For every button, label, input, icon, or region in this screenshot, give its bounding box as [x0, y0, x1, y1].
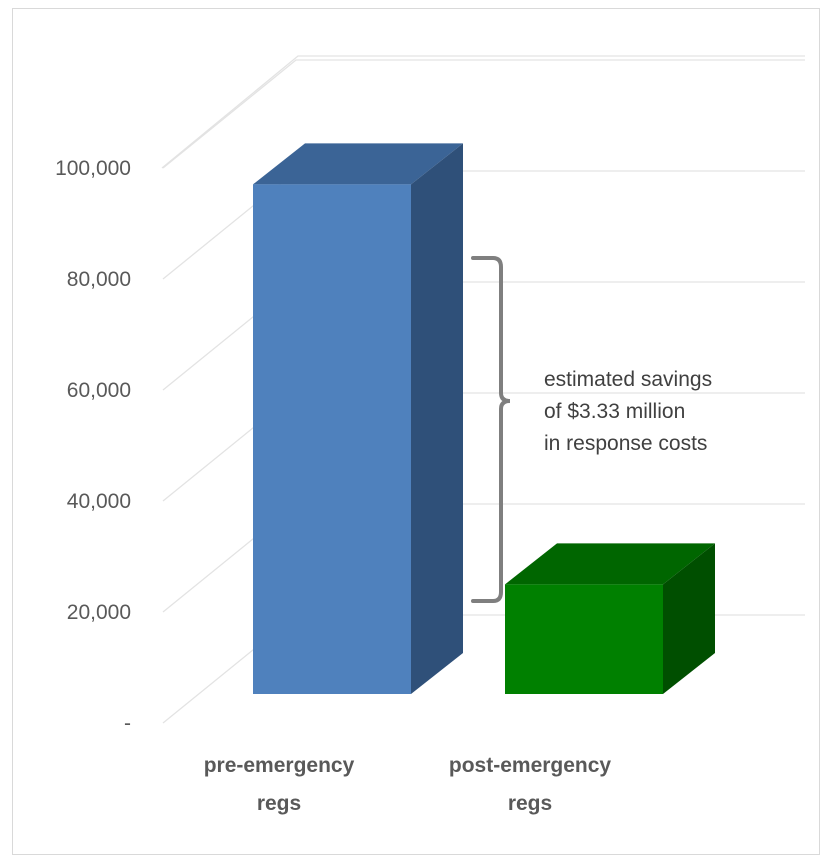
gridline [161, 55, 805, 169]
y-tick-label: 20,000 [67, 601, 131, 624]
bar [253, 184, 411, 695]
x-tick-label: post-emergency regs [449, 754, 612, 815]
bar-top [505, 543, 715, 585]
y-tick-label: 80,000 [67, 268, 131, 291]
x-axis-ticks: pre-emergency regs post-emergency regs [204, 754, 612, 815]
bar-side [411, 143, 463, 695]
bar [505, 584, 663, 694]
bar-side [663, 543, 715, 694]
bar-chart: - 20,000 40,000 60,000 80,000 100,000 pre-eme… [55, 55, 805, 815]
y-tick-label: 40,000 [67, 490, 131, 513]
annotation-line: estimated savings [544, 368, 712, 391]
annotation-line: in response costs [544, 432, 707, 455]
bar-top [253, 143, 463, 185]
annotation-line: of $3.33 million [544, 400, 685, 423]
x-tick-label: pre-emergency regs [204, 754, 355, 815]
bars [253, 143, 715, 695]
chart-frame: - 20,000 40,000 60,000 80,000 100,000 pre-eme… [12, 8, 820, 855]
savings-annotation: estimated savings of $3.33 million in resp… [471, 256, 712, 603]
curly-bracket [471, 256, 511, 603]
y-tick-label: 100,000 [55, 157, 131, 180]
gridline [162, 59, 805, 169]
y-axis-ticks: - 20,000 40,000 60,000 80,000 100,000 [55, 157, 131, 735]
y-tick-label: 60,000 [67, 379, 131, 402]
y-tick-label: - [124, 712, 131, 735]
